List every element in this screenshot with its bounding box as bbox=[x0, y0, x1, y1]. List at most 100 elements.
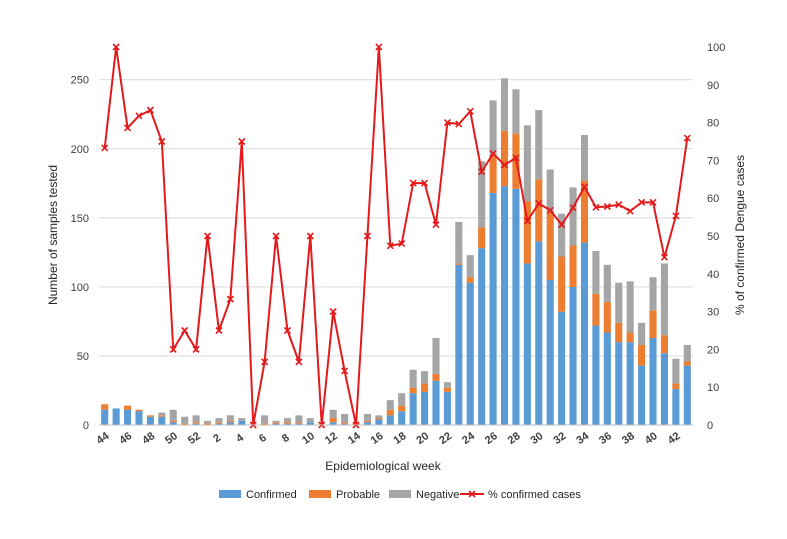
bar-confirmed bbox=[295, 423, 303, 425]
bar-negative bbox=[226, 415, 234, 421]
bar-negative bbox=[306, 418, 314, 423]
bar-confirmed bbox=[535, 241, 543, 425]
bar-negative bbox=[295, 415, 303, 423]
percentage-point bbox=[420, 179, 429, 187]
bar-probable bbox=[101, 404, 109, 410]
y-axis-title: Number of samples tested bbox=[46, 165, 60, 305]
bar-negative bbox=[215, 418, 223, 423]
bar-confirmed bbox=[283, 423, 292, 425]
x-tick-label: 36 bbox=[597, 430, 614, 447]
percentage-point bbox=[569, 204, 577, 212]
confirmed-percentage-line bbox=[101, 43, 691, 429]
y2-tick-label: 60 bbox=[707, 193, 719, 205]
bar-confirmed bbox=[523, 263, 531, 425]
bar-confirmed bbox=[329, 422, 337, 425]
bar-negative bbox=[500, 78, 509, 131]
x-tick-label: 50 bbox=[163, 430, 180, 447]
bar-probable bbox=[638, 344, 646, 366]
bar-negative bbox=[569, 187, 577, 246]
x-tick-label: 22 bbox=[437, 430, 454, 447]
bar-confirmed bbox=[638, 365, 646, 425]
bar-probable bbox=[672, 383, 680, 390]
bar-confirmed bbox=[341, 423, 349, 425]
percentage-point bbox=[375, 43, 383, 51]
bar-probable bbox=[523, 201, 531, 264]
bar-negative bbox=[592, 250, 600, 294]
y-tick-label: 250 bbox=[71, 75, 89, 87]
percentage-point bbox=[146, 106, 154, 114]
bar-confirmed bbox=[569, 286, 577, 425]
bar-confirmed bbox=[500, 186, 509, 425]
bar-confirmed bbox=[615, 342, 623, 425]
percentage-point bbox=[238, 137, 246, 146]
bar-negative bbox=[466, 255, 474, 278]
bar-negative bbox=[158, 412, 166, 416]
bar-negative bbox=[523, 125, 531, 202]
bar-probable bbox=[386, 409, 394, 416]
bar-negative bbox=[169, 409, 177, 421]
percentage-point bbox=[580, 183, 589, 191]
bar-probable bbox=[580, 180, 589, 243]
y2-tick-label: 10 bbox=[707, 382, 719, 394]
percentage-point bbox=[226, 295, 234, 303]
bar-probable bbox=[432, 373, 440, 381]
y-tick-label: 50 bbox=[77, 351, 89, 363]
legend-label: Confirmed bbox=[246, 489, 297, 501]
bar-confirmed bbox=[489, 192, 497, 425]
percentage-point bbox=[283, 326, 292, 335]
percentage-point bbox=[158, 137, 166, 146]
bar-confirmed bbox=[169, 422, 177, 425]
x-tick-label: 26 bbox=[483, 430, 500, 447]
y2-tick-label: 30 bbox=[707, 307, 719, 319]
bar-confirmed bbox=[558, 311, 566, 425]
bar-negative bbox=[192, 415, 200, 423]
legend-item: Probable bbox=[309, 489, 380, 501]
bar-confirmed bbox=[466, 282, 474, 425]
bar-probable bbox=[272, 422, 280, 424]
percentage-point bbox=[592, 203, 600, 211]
bar-negative bbox=[455, 221, 463, 264]
bar-probable bbox=[455, 263, 463, 265]
percentage-point bbox=[615, 201, 623, 209]
bar-confirmed bbox=[512, 188, 520, 425]
percentage-point bbox=[409, 179, 417, 187]
bar-confirmed bbox=[398, 411, 406, 425]
bar-negative bbox=[283, 418, 292, 423]
bar-probable bbox=[421, 383, 429, 392]
bar-negative bbox=[478, 161, 486, 228]
percentage-point bbox=[546, 206, 554, 214]
bar-probable bbox=[398, 405, 406, 412]
y-tick-label: 100 bbox=[71, 282, 89, 294]
bar-negative bbox=[203, 420, 212, 424]
bar-probable bbox=[375, 418, 383, 420]
legend-swatch bbox=[389, 490, 411, 498]
percentage-point bbox=[398, 239, 406, 248]
percentage-point bbox=[341, 367, 349, 375]
bar-confirmed bbox=[101, 409, 109, 425]
percentage-point bbox=[455, 120, 463, 128]
bar-probable bbox=[135, 409, 143, 412]
bar-confirmed bbox=[386, 415, 394, 425]
bar-confirmed bbox=[660, 353, 668, 425]
x-tick-label: 38 bbox=[620, 430, 637, 447]
bar-confirmed bbox=[592, 325, 600, 425]
legend-swatch bbox=[309, 490, 331, 498]
bar-negative bbox=[432, 337, 440, 374]
bar-confirmed bbox=[626, 342, 634, 425]
stacked-bars bbox=[101, 78, 691, 425]
bar-negative bbox=[660, 263, 668, 336]
percentage-point bbox=[660, 253, 669, 261]
x-tick-label: 20 bbox=[414, 430, 431, 447]
bar-confirmed bbox=[215, 423, 223, 425]
bar-negative bbox=[649, 277, 657, 311]
bar-probable bbox=[146, 415, 154, 417]
bar-negative bbox=[626, 281, 634, 333]
bar-probable bbox=[558, 256, 566, 312]
percentage-point bbox=[272, 232, 280, 240]
bar-confirmed bbox=[192, 423, 200, 425]
bar-negative bbox=[238, 418, 246, 421]
bar-confirmed bbox=[421, 391, 429, 425]
percentage-point bbox=[203, 232, 212, 240]
bar-confirmed bbox=[112, 408, 120, 425]
